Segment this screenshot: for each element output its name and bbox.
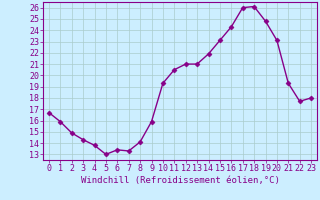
X-axis label: Windchill (Refroidissement éolien,°C): Windchill (Refroidissement éolien,°C) <box>81 176 279 185</box>
